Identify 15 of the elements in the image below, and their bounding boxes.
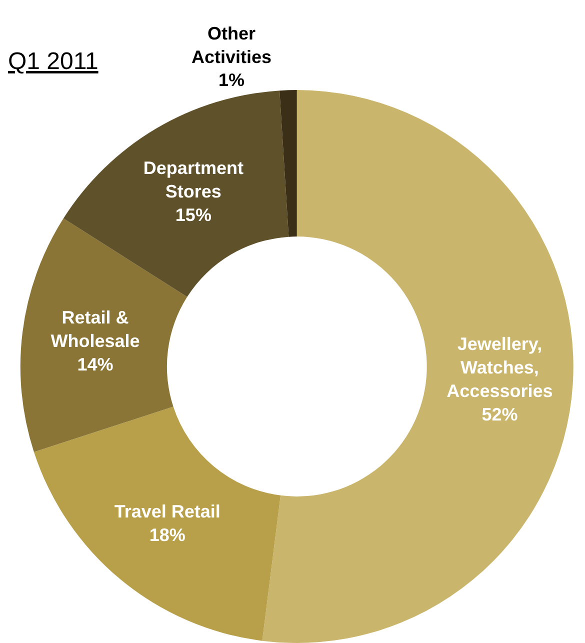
data-label: 52% — [482, 404, 518, 424]
data-label: 18% — [149, 524, 186, 545]
donut-slice — [262, 90, 573, 643]
slice-label: Retail & Wholesale — [50, 308, 140, 352]
donut-slice — [63, 90, 289, 297]
slice-label: Travel Retail — [114, 501, 220, 522]
data-label: 15% — [175, 204, 212, 225]
slice-label: Jewellery, Watches, Accessories — [446, 334, 553, 401]
slice-label: Department Stores — [143, 158, 244, 202]
text: Q1 2011 — [8, 48, 98, 75]
data-label: 14% — [77, 354, 114, 374]
donut-slice — [280, 90, 297, 237]
donut-slice — [34, 406, 281, 641]
slice-label: Other Activities — [191, 23, 272, 67]
data-label: 1% — [218, 70, 244, 90]
